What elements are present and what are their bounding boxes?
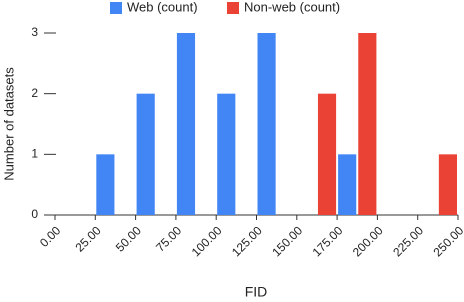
- x-axis-label: FID: [245, 284, 268, 300]
- y-axis-label: Number of datasets: [1, 67, 16, 181]
- x-tick-label: 250.00: [431, 223, 464, 259]
- bar: [217, 93, 236, 215]
- y-tick-label: 3: [31, 25, 38, 39]
- legend-label: Non-web (count): [244, 0, 340, 14]
- x-tick-label: 225.00: [390, 223, 426, 259]
- y-tick-label: 1: [31, 147, 38, 161]
- bar: [136, 93, 155, 215]
- bar: [176, 33, 196, 215]
- x-tick-label: 175.00: [310, 223, 346, 259]
- x-tick-label: 25.00: [73, 223, 104, 254]
- x-tick-label: 0.00: [37, 223, 64, 250]
- x-tick-label: 100.00: [189, 223, 225, 259]
- x-tick-label: 50.00: [113, 223, 144, 254]
- bar: [257, 33, 276, 215]
- x-tick-label: 150.00: [269, 223, 305, 259]
- x-tick-label: 125.00: [229, 223, 265, 259]
- legend-label: Web (count): [127, 0, 198, 14]
- bar: [438, 154, 457, 215]
- y-tick-label: 2: [31, 86, 38, 100]
- legend-swatch: [110, 2, 122, 14]
- bar: [358, 33, 377, 215]
- x-tick-label: 200.00: [350, 223, 386, 259]
- legend-swatch: [227, 2, 239, 14]
- bar: [317, 93, 337, 215]
- y-tick-label: 0: [31, 207, 38, 221]
- bar: [338, 154, 357, 215]
- bar: [96, 154, 115, 215]
- x-tick-label: 75.00: [153, 223, 184, 254]
